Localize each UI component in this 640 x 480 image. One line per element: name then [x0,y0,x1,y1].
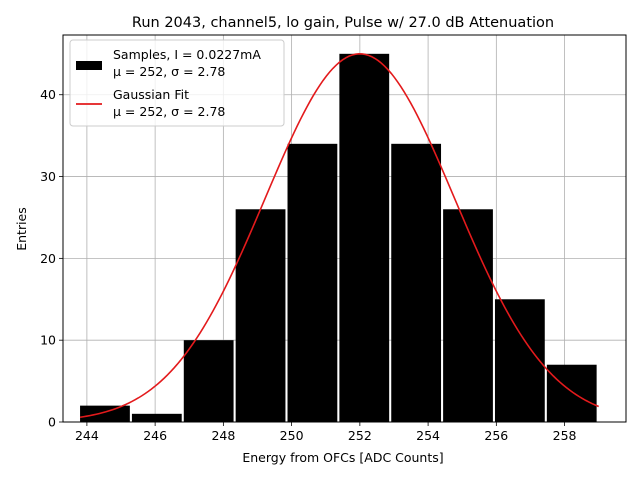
y-axis-label: Entries [14,207,29,251]
legend-fit-stats: μ = 252, σ = 2.78 [113,104,225,119]
x-tick-label: 250 [280,428,304,443]
histogram-bars [80,53,597,423]
x-tick-label: 252 [348,428,372,443]
x-tick-label: 244 [75,428,99,443]
y-tick-label: 10 [40,333,56,348]
histogram-bar [494,299,545,422]
histogram-bar [287,143,338,422]
histogram-bar [391,143,442,422]
fit-curve-line [79,53,600,419]
x-tick-label: 258 [553,428,577,443]
y-tick-label: 40 [40,87,56,102]
axis-ticks: 244 246 248 250 252 254 256 258 0 10 20 30 40 [40,87,576,443]
x-tick-label: 246 [143,428,167,443]
chart-title: Run 2043, channel5, lo gain, Pulse w/ 27… [132,15,554,31]
axes-frame [62,34,627,423]
histogram-bar [80,405,130,422]
legend-samples-label: Samples, I = 0.0227mA [113,47,261,62]
legend-fit-label: Gaussian Fit [113,87,189,102]
y-tick-label: 0 [48,415,56,430]
legend-box [69,39,285,127]
legend-bar-swatch [76,61,102,70]
x-axis-label: Energy from OFCs [ADC Counts] [242,450,443,465]
histogram-bar [183,340,234,422]
gaussian-fit-curve [79,53,600,419]
x-tick-label: 256 [484,428,508,443]
histogram-bar [443,209,493,422]
histogram-bar [235,209,286,422]
histogram-bar [546,364,597,422]
histogram-bar [339,53,390,423]
legend-samples-stats: μ = 252, σ = 2.78 [113,64,225,79]
legend: Samples, I = 0.0227mA μ = 252, σ = 2.78 … [69,39,285,127]
x-tick-label: 254 [416,428,440,443]
x-tick-label: 248 [211,428,235,443]
histogram-bar [131,413,182,422]
y-tick-label: 20 [40,251,56,266]
y-tick-label: 30 [40,169,56,184]
